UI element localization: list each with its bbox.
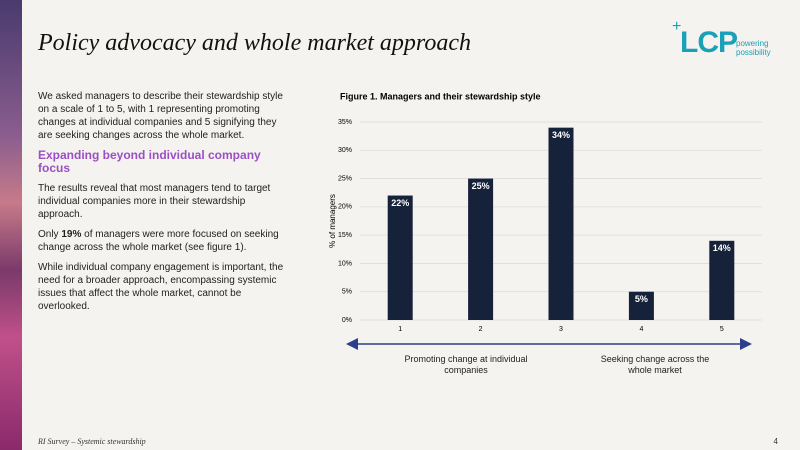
logo-tagline: powering <box>736 39 769 48</box>
value-label: 14% <box>713 243 731 253</box>
bold-text: 19% <box>61 229 82 240</box>
value-label: 34% <box>552 130 570 140</box>
y-tick-label: 30% <box>338 147 352 154</box>
bar <box>628 291 654 320</box>
paragraph: The results reveal that most managers te… <box>38 183 271 220</box>
footer: RI Survey – Systemic stewardship <box>38 437 146 446</box>
logo-plus: + <box>672 18 682 35</box>
page-title: Policy advocacy and whole market approac… <box>38 30 471 56</box>
logo-tagline: possibility <box>736 48 771 57</box>
annotation: Seeking change across the whole market <box>600 354 710 375</box>
logo-text: LCP <box>680 26 738 59</box>
text: of managers were more focused on seeking… <box>38 229 279 253</box>
value-label: 5% <box>635 294 648 304</box>
y-tick-label: 20% <box>338 204 352 211</box>
bar <box>387 195 413 320</box>
y-tick-label: 10% <box>338 260 352 267</box>
annotation: Promoting change at individual companies <box>404 354 528 375</box>
x-tick-label: 5 <box>720 326 724 333</box>
logo: + LCP powering possibility <box>672 18 782 62</box>
paragraph: Only 19% of managers were more focused o… <box>38 228 292 254</box>
y-tick-label: 15% <box>338 232 352 239</box>
body-text: We asked managers to describe their stew… <box>38 90 292 320</box>
y-tick-label: 35% <box>338 119 352 126</box>
x-tick-label: 2 <box>479 326 483 333</box>
paragraph: While individual company engagement is i… <box>38 262 284 312</box>
bar <box>468 178 494 320</box>
page-number: 4 <box>773 437 778 446</box>
value-label: 22% <box>391 198 409 208</box>
section-heading: Expanding beyond individual company focu… <box>38 148 261 175</box>
paragraph: We asked managers to describe their stew… <box>38 91 283 141</box>
y-tick-label: 25% <box>338 175 352 182</box>
bar <box>548 127 574 321</box>
y-tick-label: 5% <box>342 289 352 296</box>
x-tick-label: 4 <box>639 326 643 333</box>
chart-title: Figure 1. Managers and their stewardship… <box>340 91 541 101</box>
value-label: 25% <box>472 181 490 191</box>
x-tick-label: 1 <box>398 326 402 333</box>
text: Only <box>38 229 59 240</box>
bar <box>709 240 735 320</box>
x-tick-label: 3 <box>559 326 563 333</box>
y-tick-label: 0% <box>342 317 352 324</box>
side-image <box>0 0 22 450</box>
y-axis-label: % of managers <box>328 194 337 248</box>
